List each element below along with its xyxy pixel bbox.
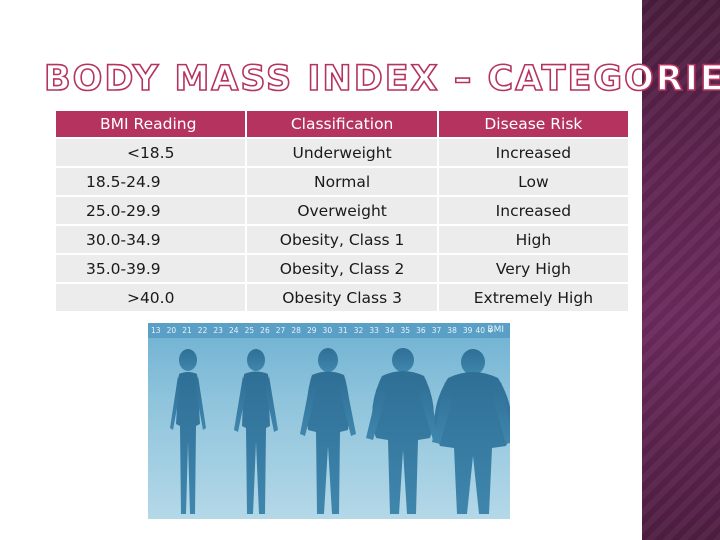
scale-tick: 22 [197, 326, 208, 335]
silhouette-underweight [170, 349, 206, 514]
slide-title: BODY MASS INDEX – CATEGORIES [43, 58, 720, 100]
classification-cell: Underweight [245, 137, 439, 168]
table-row: 30.0-34.9 Obesity, Class 1 High [53, 224, 631, 255]
scale-tick: 30 [322, 326, 333, 335]
disease-risk-cell: Increased [436, 137, 631, 168]
classification-cell: Obesity, Class 2 [245, 253, 439, 284]
silhouette-normal [234, 349, 278, 514]
table-row: 25.0-29.9 Overweight Increased [53, 195, 631, 226]
scale-tick: 33 [369, 326, 379, 335]
scale-tick: 24 [228, 326, 239, 335]
table-row: <18.5 Underweight Increased [53, 137, 631, 168]
scale-tick: 34 [384, 326, 395, 335]
scale-tick: 39 [462, 326, 473, 335]
scale-tick: 40 + [475, 326, 494, 335]
body-silhouettes-figure: 13 20 21 22 23 24 25 26 27 28 29 30 31 32 33 34 35 36 37 38… [148, 323, 510, 519]
silhouette-obese [366, 348, 440, 514]
disease-risk-cell: Very High [436, 253, 631, 284]
scale-tick: 31 [338, 326, 348, 335]
classification-cell: Obesity Class 3 [245, 282, 439, 313]
scale-tick: 26 [260, 326, 270, 335]
scale-tick: 29 [306, 326, 317, 335]
silhouette-extremely-obese [432, 349, 510, 514]
disease-risk-cell: Increased [436, 195, 631, 226]
bmi-reading-cell: <18.5 [53, 137, 248, 168]
scale-tick: 21 [182, 326, 192, 335]
silhouette-overweight [300, 348, 356, 514]
bmi-reading-cell: >40.0 [53, 282, 248, 313]
scale-tick: 13 [151, 326, 161, 335]
classification-cell: Overweight [245, 195, 439, 226]
scale-tick: 32 [353, 326, 364, 335]
bmi-table: BMI Reading Classification Disease Risk … [53, 109, 631, 313]
disease-risk-cell: Low [436, 166, 631, 197]
header-bmi-reading: BMI Reading [53, 109, 248, 139]
bmi-scale-bar: 13 20 21 22 23 24 25 26 27 28 29 30 31 32 33 34 35 36 37 38… [148, 323, 510, 338]
scale-tick: 38 [447, 326, 457, 335]
side-divider [637, 0, 640, 540]
scale-tick: 36 [416, 326, 426, 335]
scale-tick: 27 [275, 326, 286, 335]
table-row: 18.5-24.9 Normal Low [53, 166, 631, 197]
side-decor-panel [642, 0, 720, 540]
scale-tick: 28 [291, 326, 301, 335]
classification-cell: Normal [245, 166, 439, 197]
bmi-reading-cell: 30.0-34.9 [53, 224, 248, 255]
scale-tick: 37 [431, 326, 442, 335]
header-disease-risk: Disease Risk [436, 109, 631, 139]
disease-risk-cell: Extremely High [436, 282, 631, 313]
header-classification: Classification [245, 109, 439, 139]
bmi-scale-label: BMI [487, 325, 504, 335]
table-row: 35.0-39.9 Obesity, Class 2 Very High [53, 253, 631, 284]
bmi-reading-cell: 25.0-29.9 [53, 195, 248, 226]
scale-tick: 20 [166, 326, 177, 335]
bmi-reading-cell: 35.0-39.9 [53, 253, 248, 284]
scale-tick: 25 [244, 326, 255, 335]
table-row: >40.0 Obesity Class 3 Extremely High [53, 282, 631, 313]
table-header-row: BMI Reading Classification Disease Risk [53, 109, 631, 139]
scale-tick: 35 [400, 326, 411, 335]
scale-tick: 23 [213, 326, 223, 335]
silhouettes-svg [170, 348, 510, 514]
bmi-reading-cell: 18.5-24.9 [53, 166, 248, 197]
disease-risk-cell: High [436, 224, 631, 255]
classification-cell: Obesity, Class 1 [245, 224, 439, 255]
